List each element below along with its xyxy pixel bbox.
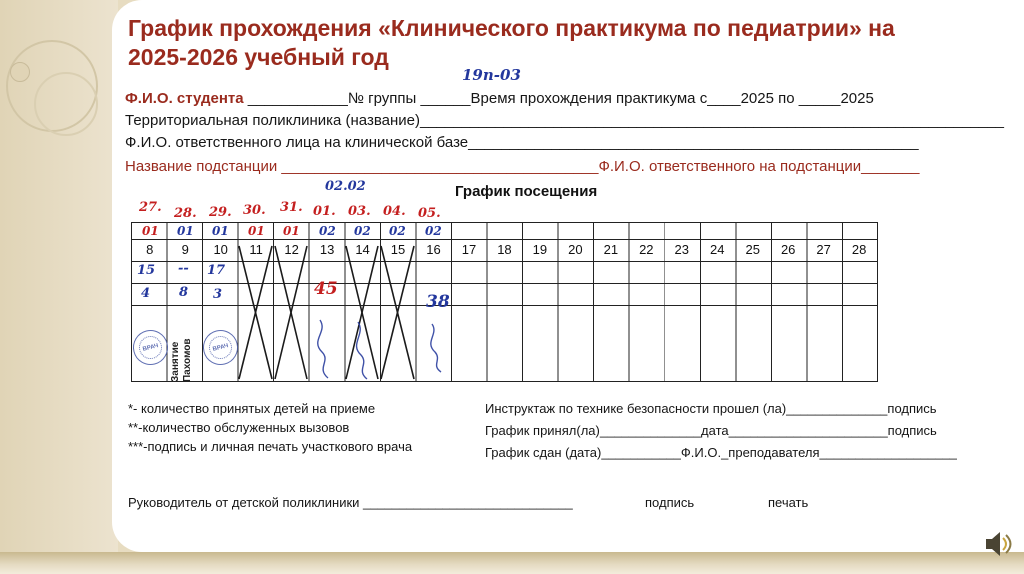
- slide-left-decoration: [0, 0, 118, 574]
- handwritten-date: 31.: [280, 200, 303, 215]
- slide-bottom-border: [0, 552, 1024, 574]
- footnote-safety: Инструктаж по технике безопасности проше…: [485, 401, 937, 416]
- day-header-cell: 14: [355, 241, 370, 257]
- handwritten-count: 3: [213, 287, 223, 302]
- day-header-cell: 21: [603, 241, 619, 257]
- handwritten-date: 01.: [313, 204, 336, 219]
- handwritten-date: 30.: [243, 203, 266, 218]
- form-line-student: Ф.И.О. студента ____________№ группы ___…: [125, 90, 874, 107]
- footnote-appointments: *- количество принятых детей на приеме: [128, 401, 376, 416]
- day-header-cell: 19: [532, 241, 548, 257]
- handwritten-date: 27.: [139, 200, 162, 215]
- day-header-cell: 23: [674, 241, 689, 257]
- day-header-cell: 9: [181, 241, 189, 257]
- day-header-cell: 11: [249, 241, 263, 257]
- footer-stamp-label: печать: [768, 495, 809, 510]
- decorative-dot-icon: [10, 62, 30, 82]
- handwritten-date-note: 02.02: [325, 179, 366, 194]
- day-header-cell: 12: [284, 241, 299, 257]
- day-header-cell: 16: [426, 241, 441, 257]
- handwritten-count: 8: [179, 285, 189, 300]
- day-header-cell: 25: [745, 241, 760, 257]
- day-header-cell: 8: [146, 241, 154, 257]
- day-header-cell: 22: [639, 241, 654, 257]
- footnote-signature: ***-подпись и личная печать участкового …: [128, 439, 413, 454]
- student-label: Ф.И.О. студента: [125, 90, 244, 107]
- decorative-circle-icon: [34, 72, 98, 136]
- page-title: График прохождения «Клинического практик…: [128, 15, 895, 70]
- handwritten-count: --: [178, 261, 189, 276]
- handwritten-group-code: 19п-03: [462, 66, 521, 84]
- form-line-responsible: Ф.И.О. ответственного лица на клиническо…: [125, 134, 919, 151]
- attendance-table-grid: [131, 222, 878, 382]
- student-line-fields: ____________№ группы ______Время прохожд…: [243, 90, 874, 107]
- footer-head-line: Руководитель от детской поликлиники ____…: [128, 495, 573, 510]
- signature-icon: [317, 319, 442, 380]
- day-header-cell: 10: [213, 241, 228, 257]
- day-header-cell: 17: [461, 241, 477, 257]
- stamp-text: ВРАЧ: [206, 333, 235, 362]
- handwritten-date: 29.: [209, 205, 232, 220]
- schedule-heading: График посещения: [455, 183, 598, 200]
- day-header-cell: 15: [390, 241, 406, 257]
- handwritten-date: 05.: [418, 206, 441, 221]
- form-line-polyclinic: Территориальная поликлиника (название)__…: [125, 112, 1004, 129]
- footnote-submitted: График сдан (дата)___________Ф.И.О._преп…: [485, 445, 957, 460]
- handwritten-date: 28.: [174, 206, 197, 221]
- day-header-cell: 18: [497, 241, 512, 257]
- day-header-row: 8 9 10 11 12 13 14 15 16 17 18 19 20 21 …: [132, 239, 877, 259]
- stamp-text: ВРАЧ: [136, 333, 165, 362]
- speaker-icon: [986, 532, 1012, 556]
- day-header-cell: 28: [851, 241, 867, 257]
- handwritten-count: 15: [137, 263, 156, 278]
- form-line-substation: Название подстанции ____________________…: [125, 158, 920, 175]
- audio-icon[interactable]: [982, 528, 1018, 560]
- handwritten-count: 38: [426, 292, 450, 312]
- cross-out-marks: [238, 245, 415, 380]
- day-header-cell: 24: [710, 241, 725, 257]
- vertical-note: Занятие Пахомов: [170, 338, 193, 382]
- day-header-cell: 20: [568, 241, 583, 257]
- handwritten-count: 4: [141, 286, 151, 301]
- handwritten-count: 17: [207, 263, 226, 278]
- day-header-cell: 27: [816, 241, 831, 257]
- footer-signature-label: подпись: [645, 495, 695, 510]
- handwritten-date: 04.: [383, 204, 406, 219]
- handwritten-date: 03.: [348, 204, 371, 219]
- day-header-cell: 13: [319, 241, 335, 257]
- day-header-cell: 26: [780, 241, 796, 257]
- footnote-accepted: График принял(ла)______________дата_____…: [485, 423, 937, 438]
- cross-out-and-signatures: [238, 245, 442, 380]
- footnote-calls: **-количество обслуженных вызовов: [128, 420, 350, 435]
- handwritten-count: 45: [314, 279, 338, 299]
